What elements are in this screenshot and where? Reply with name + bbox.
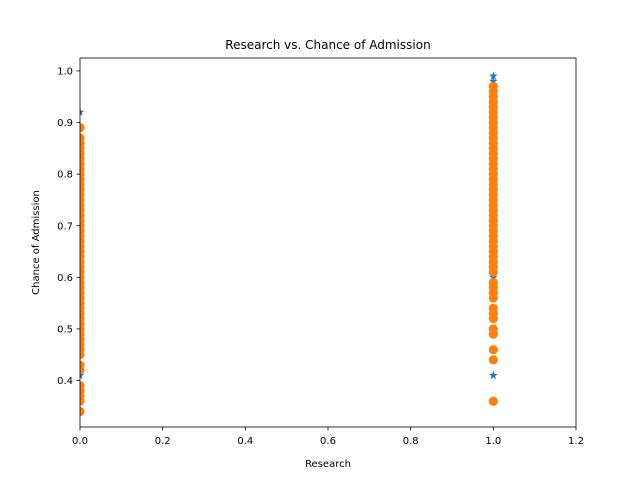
circle-point [80,350,85,360]
x-tick-label: 0.6 [320,436,336,447]
plot-marks [80,71,498,417]
plot-frame [79,57,577,428]
star-point [488,76,498,85]
star-point [488,71,498,80]
circle-point [80,396,85,406]
x-tick-label: 0.2 [155,436,171,447]
x-tick-label: 0.4 [237,436,253,447]
x-tick-label: 0.8 [403,436,419,447]
y-tick-label: 0.9 [57,118,73,129]
circle-point [488,355,498,365]
circle-point [80,365,85,375]
circle-point [488,396,498,406]
x-axis-label: Research [305,459,351,470]
y-tick-label: 0.6 [57,273,73,284]
star-point [80,370,85,380]
x-tick-label: 1.0 [485,436,501,447]
star-point [80,107,85,116]
chart-title: Research vs. Chance of Admission [225,38,430,52]
y-tick-label: 0.7 [57,221,73,232]
circle-point [488,344,498,355]
y-tick-label: 1.0 [57,67,73,78]
y-tick-label: 0.8 [57,170,73,181]
axis-ticks: 0.0 0.2 0.4 0.6 0.8 1.0 1.2 0.4 0.5 0.6 0.7 0.8 0.9 1… [57,67,584,447]
circle-point [80,123,85,133]
circle-point [488,293,498,303]
x-tick-label: 1.2 [568,436,584,447]
y-tick-label: 0.4 [57,376,73,387]
star-point [488,272,498,282]
circle-point [488,267,498,277]
y-tick-label: 0.5 [57,325,73,336]
x-tick-label: 0.0 [72,436,88,447]
circle-point [488,314,498,324]
circle-point [80,406,85,417]
star-point [488,370,498,380]
y-axis-label: Chance of Admission [31,190,42,295]
circle-point [488,329,498,339]
